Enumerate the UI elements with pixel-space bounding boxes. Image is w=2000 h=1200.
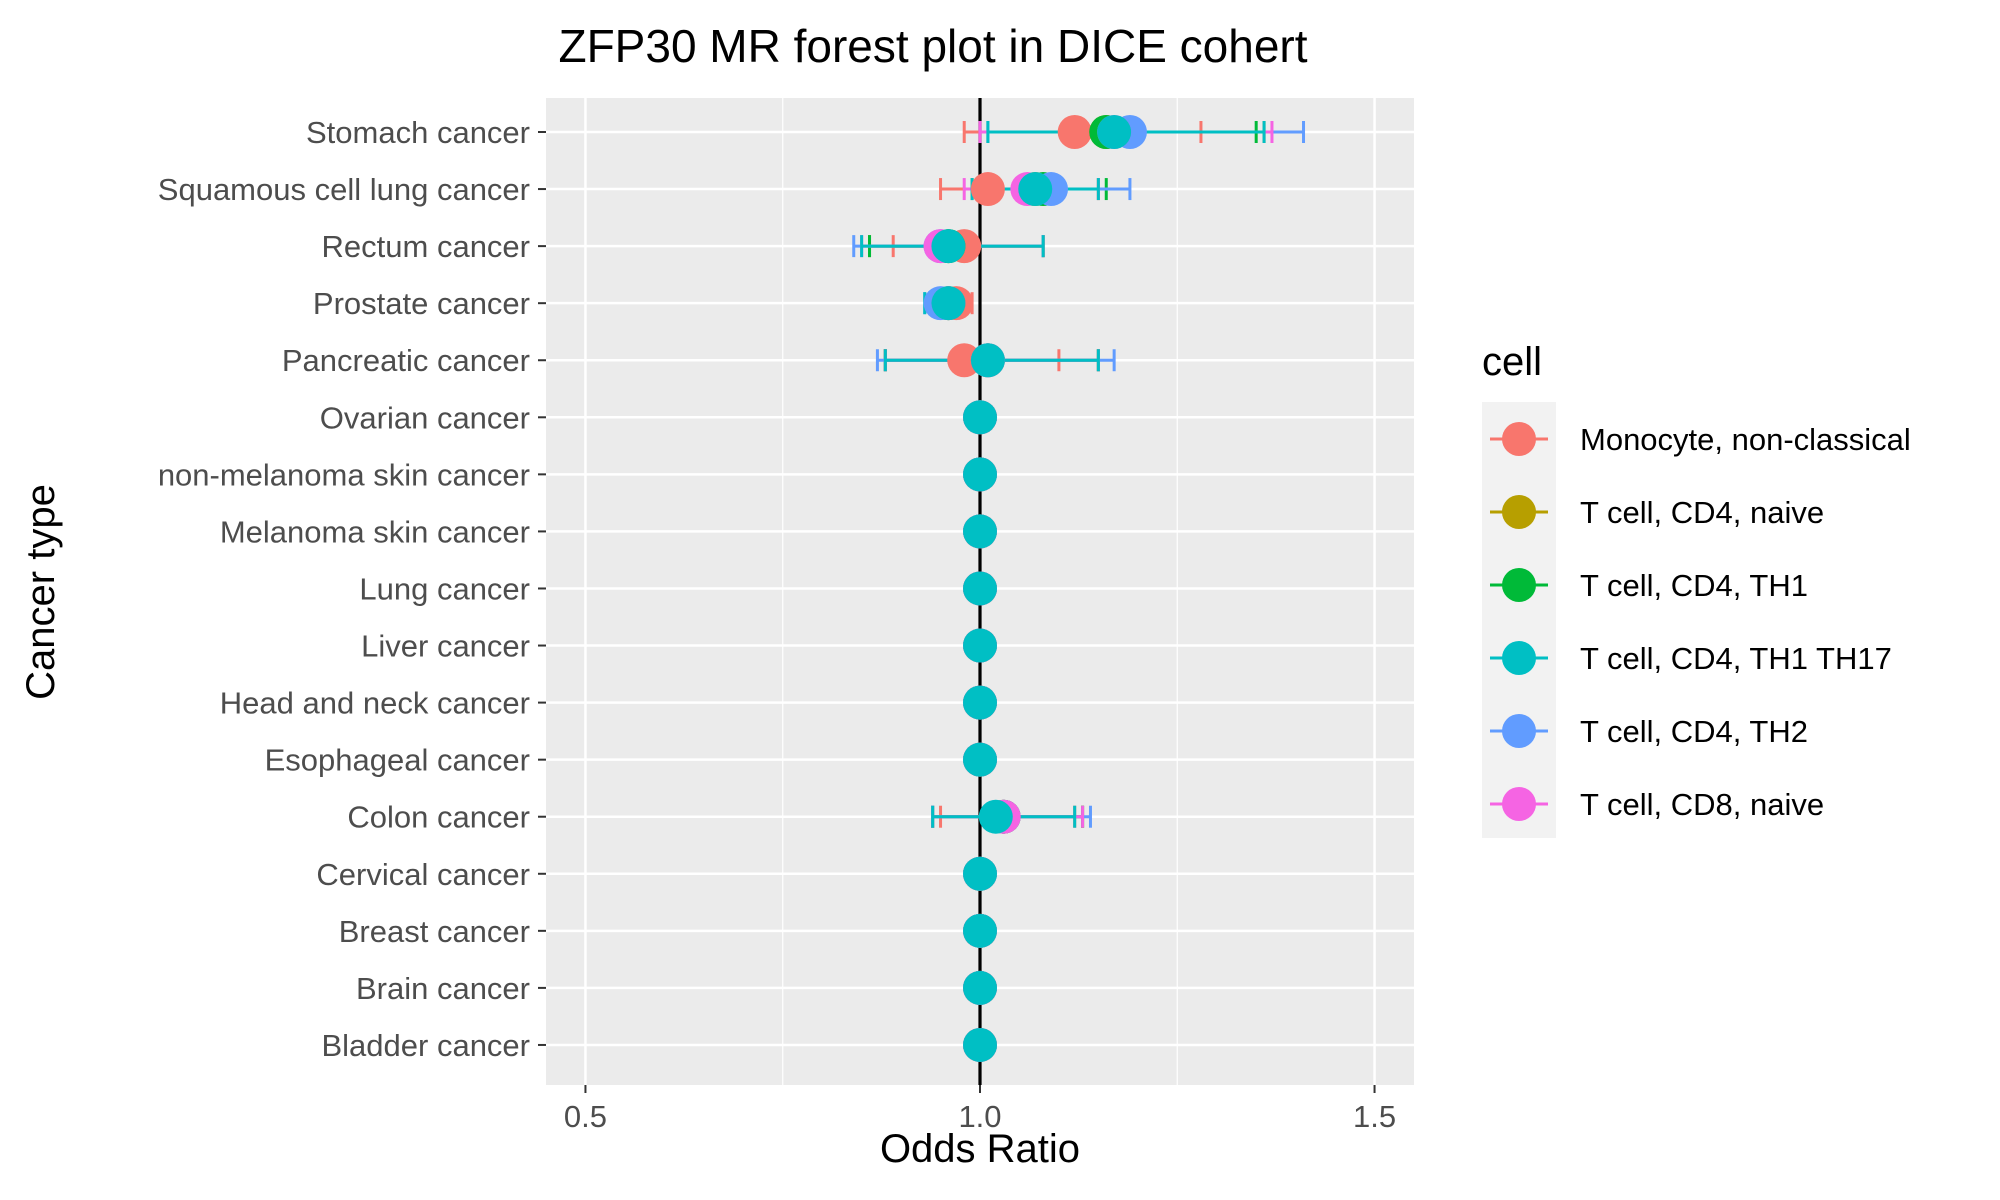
legend-label: T cell, CD8, naive [1580, 787, 1824, 822]
y-axis-title: Cancer type [19, 484, 63, 700]
y-tick-label: Colon cancer [347, 800, 530, 835]
legend: cell Monocyte, non-classical T cell, CD4,… [1482, 340, 1911, 838]
point-estimate [963, 856, 997, 891]
point-estimate [931, 286, 966, 321]
legend-key-point [1502, 495, 1536, 529]
y-tick-label: Breast cancer [339, 914, 530, 949]
y-tick-label: Esophageal cancer [265, 743, 530, 778]
y-tick-label: Brain cancer [356, 971, 530, 1006]
y-tick-label: Cervical cancer [316, 857, 530, 892]
point-estimate [963, 742, 997, 777]
legend-items: Monocyte, non-classical T cell, CD4, naiv… [1490, 422, 1911, 822]
chart-title: ZFP30 MR forest plot in DICE cohert [558, 20, 1307, 72]
y-tick-label: Lung cancer [359, 571, 530, 606]
y-tick-label: Melanoma skin cancer [220, 514, 530, 549]
legend-title: cell [1482, 340, 1542, 384]
legend-key-point [1502, 641, 1536, 675]
point-estimate [963, 685, 997, 720]
y-tick-label: Head and neck cancer [220, 686, 530, 721]
point-estimate [931, 229, 966, 264]
point-estimate [1057, 115, 1092, 149]
x-tick-label: 1.0 [958, 1099, 1001, 1134]
y-tick-label: Pancreatic cancer [282, 343, 530, 378]
legend-key-point [1502, 787, 1536, 821]
legend-label: Monocyte, non-classical [1580, 422, 1911, 457]
point-estimate [947, 343, 982, 378]
point-estimate [963, 571, 997, 606]
y-tick-label: Rectum cancer [322, 229, 530, 264]
y-tick-label: Bladder cancer [321, 1028, 530, 1063]
x-tick-labels: 0.5 1.0 1.5 [564, 1085, 1396, 1134]
y-tick-label: Prostate cancer [313, 286, 530, 321]
point-estimate [963, 1027, 997, 1062]
point-estimate [1097, 115, 1132, 149]
legend-key-point [1502, 422, 1536, 456]
legend-label: T cell, CD4, naive [1580, 495, 1824, 530]
point-estimate [970, 172, 1005, 207]
point-estimate [970, 343, 1005, 378]
y-tick-labels: Stomach cancer Squamous cell lung cancer R… [158, 115, 546, 1063]
y-tick-label: Stomach cancer [306, 115, 530, 150]
point-estimates [923, 115, 1147, 1062]
legend-key-point [1502, 568, 1536, 602]
legend-keys-background [1482, 402, 1556, 838]
point-estimate [963, 400, 997, 435]
legend-label: T cell, CD4, TH2 [1580, 714, 1808, 749]
point-estimate [963, 628, 997, 663]
y-tick-label: Ovarian cancer [320, 400, 530, 435]
point-estimate [963, 457, 997, 492]
x-tick-label: 0.5 [564, 1099, 607, 1134]
x-tick-label: 1.5 [1353, 1099, 1396, 1134]
legend-label: T cell, CD4, TH1 TH17 [1580, 641, 1892, 676]
y-tick-label: non-melanoma skin cancer [158, 457, 530, 492]
point-estimate [963, 970, 997, 1005]
legend-label: T cell, CD4, TH1 [1580, 568, 1808, 603]
legend-key-point [1502, 714, 1536, 748]
point-estimate [963, 913, 997, 948]
point-estimate [1018, 172, 1053, 207]
y-tick-label: Squamous cell lung cancer [158, 172, 530, 207]
point-estimate [978, 799, 1013, 834]
x-axis-title: Odds Ratio [880, 1127, 1080, 1171]
point-estimate [963, 514, 997, 549]
y-tick-label: Liver cancer [361, 629, 530, 664]
